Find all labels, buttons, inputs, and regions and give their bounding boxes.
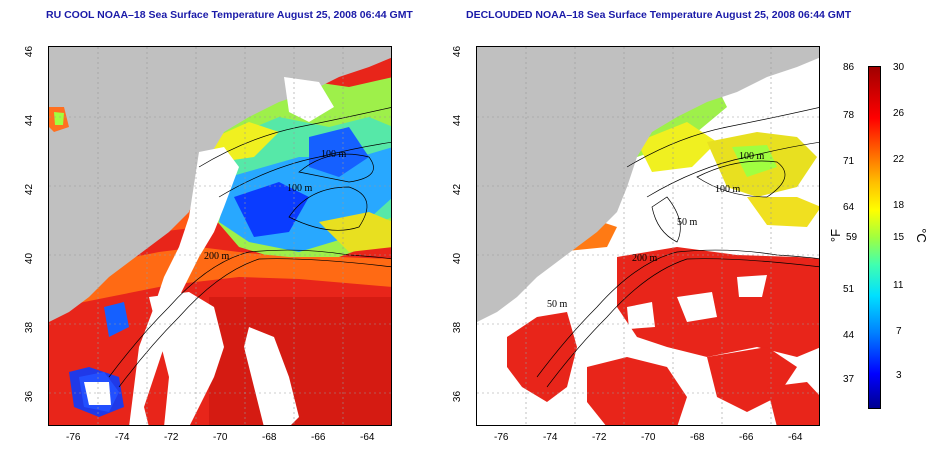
lon-tick: -72 <box>164 432 179 443</box>
c-tick: 3 <box>896 370 902 381</box>
contour-label: 100 m <box>739 151 765 162</box>
bathymetry-contours <box>108 107 391 388</box>
cloud-cover <box>129 147 239 425</box>
map-grid <box>49 47 391 425</box>
right-panel-title: DECLOUDED NOAA–18 Sea Surface Temperatur… <box>466 9 852 21</box>
land-mass <box>49 47 391 322</box>
left-panel-title: RU COOL NOAA–18 Sea Surface Temperature … <box>46 9 413 21</box>
lat-tick: 46 <box>24 45 36 58</box>
land-mass <box>477 47 819 322</box>
lat-tick: 44 <box>24 114 36 127</box>
warm-water <box>617 247 819 357</box>
contour-label: 50 m <box>547 299 568 310</box>
f-tick: 71 <box>843 156 855 167</box>
contour-label: 100 m <box>321 149 347 160</box>
lon-tick: -66 <box>311 432 326 443</box>
contour-label: 50 m <box>677 217 698 228</box>
f-tick: 44 <box>843 330 855 341</box>
f-tick: 51 <box>843 284 855 295</box>
lon-tick: -64 <box>360 432 375 443</box>
celsius-unit-label: °C <box>913 228 929 243</box>
contour-label: 100 m <box>287 183 313 194</box>
lat-tick: 40 <box>24 252 36 265</box>
c-tick: 26 <box>893 108 905 119</box>
c-tick: 15 <box>893 232 905 243</box>
lon-tick: -68 <box>690 432 705 443</box>
lon-tick: -70 <box>641 432 656 443</box>
map-grid <box>477 47 819 425</box>
bathymetry-contours <box>536 107 819 388</box>
lat-tick: 46 <box>452 45 464 58</box>
lat-tick: 38 <box>24 321 36 334</box>
lon-tick: -66 <box>739 432 754 443</box>
lon-tick: -72 <box>592 432 607 443</box>
left-sst-map: 100 m 100 m 200 m <box>48 46 392 426</box>
f-tick: 64 <box>843 202 855 213</box>
c-tick: 30 <box>893 62 905 73</box>
lat-tick: 40 <box>452 252 464 265</box>
lon-tick: -76 <box>66 432 81 443</box>
lat-tick: 36 <box>452 390 464 403</box>
f-tick: 37 <box>843 374 855 385</box>
lat-tick: 42 <box>24 183 36 196</box>
lon-tick: -76 <box>494 432 509 443</box>
right-sst-map: 100 m 100 m 200 m 50 m 50 m <box>476 46 820 426</box>
f-tick: 86 <box>843 62 855 73</box>
f-tick: 78 <box>843 110 855 121</box>
lat-tick: 36 <box>24 390 36 403</box>
lat-tick: 44 <box>452 114 464 127</box>
contour-label: 100 m <box>715 184 741 195</box>
c-tick: 22 <box>893 154 905 165</box>
fahrenheit-unit-label: °F <box>828 228 844 243</box>
contour-label: 200 m <box>204 251 230 262</box>
lat-tick: 42 <box>452 183 464 196</box>
lon-tick: -74 <box>543 432 558 443</box>
c-tick: 7 <box>896 326 902 337</box>
lon-tick: -70 <box>213 432 228 443</box>
lon-tick: -68 <box>262 432 277 443</box>
contour-label: 200 m <box>632 253 658 264</box>
c-tick: 11 <box>893 280 904 291</box>
lon-tick: -64 <box>788 432 803 443</box>
lat-tick: 38 <box>452 321 464 334</box>
c-tick: 18 <box>893 200 905 211</box>
lon-tick: -74 <box>115 432 130 443</box>
f-tick: 59 <box>846 232 858 243</box>
temperature-colorbar <box>868 66 881 409</box>
